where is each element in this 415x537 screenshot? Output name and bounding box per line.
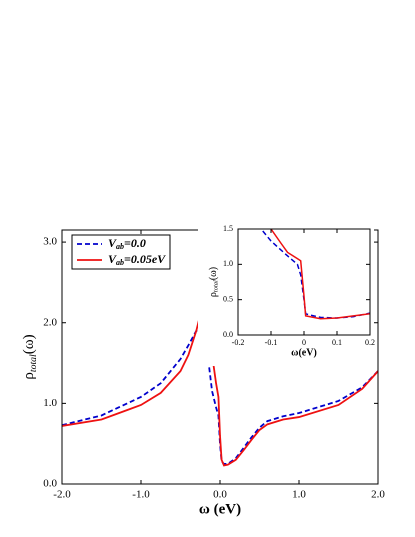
y-tick-label: 0.0 bbox=[223, 330, 233, 339]
series-line bbox=[270, 229, 370, 320]
legend-name-rest: =0.0 bbox=[124, 236, 146, 250]
chart-1: -0.2 -0.1 0 0.1 0.2 0.0 0.5 1.0 1.5 ω(eV) ρtotal(ω… bbox=[198, 224, 375, 366]
y-axis-label: ρtotal(ω) bbox=[208, 267, 220, 297]
x-tick-label: -0.2 bbox=[232, 338, 245, 347]
y-tick-label: 2.0 bbox=[43, 316, 57, 328]
series-line bbox=[62, 306, 378, 467]
legend-label: Vab=0.05eV bbox=[108, 252, 166, 267]
series-line bbox=[62, 328, 378, 465]
x-axis-label: ω(eV) bbox=[291, 347, 317, 358]
y-tick-label: 1.0 bbox=[223, 259, 233, 268]
x-tick-label: 2.0 bbox=[371, 489, 385, 501]
y-tick-label: 1.0 bbox=[43, 397, 57, 409]
y-label-end: (ω) bbox=[21, 334, 37, 354]
y-label-sub: total bbox=[213, 280, 220, 292]
chart-0: -2.0 -1.0 0.0 1.0 2.00.01.02.03.0ω (eV)ρtota… bbox=[21, 229, 385, 517]
y-tick-label: 0.0 bbox=[43, 478, 57, 490]
y-axis-label: ρtotal(ω) bbox=[21, 334, 39, 379]
x-tick-label: -0.1 bbox=[265, 338, 278, 347]
x-tick-label: 1.0 bbox=[292, 489, 306, 501]
legend-name: V bbox=[108, 236, 117, 250]
x-tick-label: 0.0 bbox=[213, 489, 227, 501]
legend-name-rest: =0.05eV bbox=[124, 252, 166, 266]
y-label-main: ρ bbox=[21, 372, 37, 380]
x-tick-label: 0.1 bbox=[332, 338, 342, 347]
legend-name: V bbox=[108, 252, 117, 266]
y-label-end: (ω) bbox=[208, 267, 219, 280]
x-tick-label: 0 bbox=[302, 338, 306, 347]
plot-area bbox=[260, 229, 370, 320]
y-tick-label: 0.5 bbox=[223, 294, 233, 303]
y-label-sub: total bbox=[28, 354, 39, 372]
legend-box bbox=[71, 234, 171, 270]
x-axis-label: ω (eV) bbox=[199, 501, 241, 517]
y-tick-label: 3.0 bbox=[43, 236, 57, 248]
y-tick-label: 1.5 bbox=[223, 224, 233, 233]
legend-name-sub: ab bbox=[116, 258, 124, 267]
legend-label: Vab=0.0 bbox=[108, 236, 146, 251]
x-tick-label: 0.2 bbox=[365, 338, 375, 347]
plot-area bbox=[62, 306, 378, 467]
x-tick-label: -1.0 bbox=[132, 489, 150, 501]
y-label-main: ρ bbox=[208, 292, 219, 297]
x-tick-label: -2.0 bbox=[53, 489, 71, 501]
legend-name-sub: ab bbox=[116, 242, 124, 251]
